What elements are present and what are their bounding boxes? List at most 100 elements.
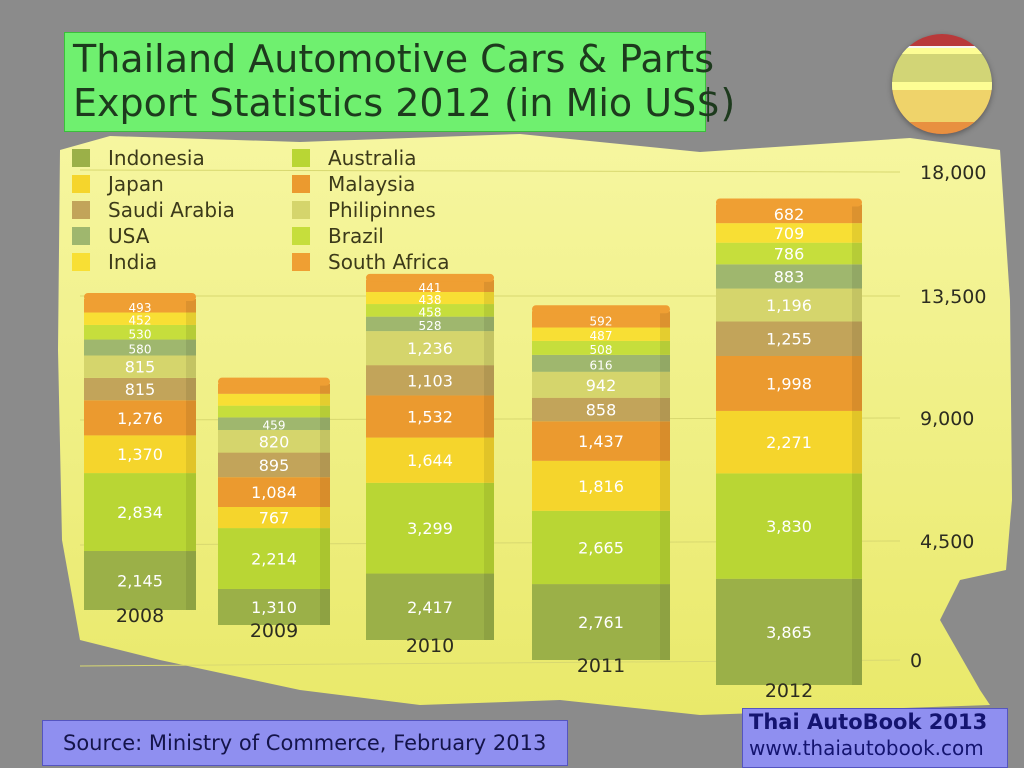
bar-segment-shade <box>320 405 330 418</box>
legend-swatch <box>72 201 90 219</box>
chart-title-line-2: Export Statistics 2012 (in Mio US$) <box>73 81 736 125</box>
chart-title-line-1: Thailand Automotive Cars & Parts <box>73 37 715 81</box>
legend-label: South Africa <box>328 250 450 274</box>
data-label: 682 <box>774 205 805 224</box>
data-label: 942 <box>586 376 617 395</box>
data-label: 2,214 <box>251 550 297 569</box>
bar-segment <box>84 312 196 325</box>
chart-title: Thailand Automotive Cars & Parts Export … <box>64 32 736 132</box>
bar-segment <box>84 339 196 356</box>
data-label: 616 <box>590 358 613 372</box>
data-label: 592 <box>590 314 613 328</box>
bar-segment <box>218 393 330 406</box>
legend-item: Saudi Arabia <box>72 198 235 222</box>
data-label: 1,310 <box>251 598 297 617</box>
bar-segment <box>366 291 494 305</box>
bar-cap <box>366 273 494 282</box>
x-category-label: 2008 <box>116 605 164 627</box>
data-label: 493 <box>129 301 152 315</box>
brand-box: Thai AutoBook 2013 www.thaiautobook.com <box>742 708 1008 768</box>
data-label: 815 <box>125 358 156 377</box>
data-label: 2,417 <box>407 598 453 617</box>
data-label: 1,196 <box>766 296 812 315</box>
bar-segment <box>84 355 196 378</box>
bar-segment <box>532 510 670 585</box>
data-label: 2,834 <box>117 503 163 522</box>
bar-segment <box>716 242 862 265</box>
y-tick-label: 4,500 <box>920 531 974 553</box>
legend-item: Brazil <box>292 224 384 248</box>
bar-segment <box>366 331 494 366</box>
bar-segment <box>366 573 494 640</box>
bar-segment-shade <box>660 510 670 585</box>
bar-segment <box>716 223 862 243</box>
bar-segment <box>84 298 196 313</box>
data-label: 1,255 <box>766 330 812 349</box>
legend-label: Brazil <box>328 224 384 248</box>
data-label: 3,830 <box>766 517 812 536</box>
bar-segment-shade <box>186 355 196 378</box>
legend-item: Indonesia <box>72 146 205 170</box>
bar-segment <box>218 383 330 394</box>
bar-segment <box>84 324 196 340</box>
bar-segment-shade <box>484 482 494 574</box>
legend-swatch <box>72 253 90 271</box>
bar-segment <box>532 584 670 660</box>
bar-segment-shade <box>852 204 862 224</box>
bar-segment-shade <box>186 324 196 340</box>
y-tick-label: 0 <box>910 650 922 672</box>
data-label: 820 <box>259 432 290 451</box>
legend-item: India <box>72 250 157 274</box>
bar-cap <box>84 292 196 301</box>
data-label: 452 <box>129 314 152 328</box>
bar-segment <box>218 430 330 453</box>
data-label: 1,084 <box>251 483 297 502</box>
bar-segment-shade <box>852 242 862 265</box>
legend-swatch <box>292 149 310 167</box>
bar-segment-shade <box>660 327 670 341</box>
data-label: 2,665 <box>578 538 624 557</box>
data-label: 1,370 <box>117 445 163 464</box>
legend-swatch <box>72 227 90 245</box>
bar-segment-shade <box>660 397 670 422</box>
data-label: 438 <box>419 293 442 307</box>
legend-item: Malaysia <box>292 172 415 196</box>
legend-label: India <box>108 250 158 274</box>
data-label: 1,644 <box>407 451 453 470</box>
bar-segment-shade <box>852 321 862 356</box>
legend-item: USA <box>72 224 149 248</box>
bar-segment-shade <box>186 298 196 313</box>
bar-segment <box>84 377 196 401</box>
bar-segment-shade <box>320 393 330 406</box>
bar-segment-shade <box>320 430 330 453</box>
data-label: 858 <box>586 401 617 420</box>
bar-segment <box>218 452 330 478</box>
bar-segment-shade <box>852 473 862 579</box>
data-label: 1,276 <box>117 409 163 428</box>
y-tick-label: 9,000 <box>920 408 974 430</box>
thailand-flag-icon <box>892 34 992 134</box>
bar-segment-shade <box>484 437 494 483</box>
data-label: 2,271 <box>766 433 812 452</box>
bar-segment-shade <box>484 279 494 292</box>
legend-label: Indonesia <box>108 146 205 170</box>
gridline-4 <box>79 169 901 173</box>
bar-segment <box>532 371 670 398</box>
bar-segment <box>84 551 196 610</box>
bar-segment <box>716 321 862 356</box>
bar-segment-shade <box>186 400 196 436</box>
bar-segment <box>716 473 862 579</box>
bar-segment <box>218 477 330 507</box>
bar-segment <box>218 588 330 625</box>
data-label: 1,816 <box>578 477 624 496</box>
bar-segment <box>366 437 494 483</box>
legend-label: USA <box>108 224 150 248</box>
bar-segment <box>532 397 670 422</box>
bar-segment-shade <box>484 573 494 640</box>
data-label: 3,865 <box>766 623 812 642</box>
legend-item: Japan <box>72 172 164 196</box>
x-category-label: 2012 <box>765 680 813 702</box>
bar-segment-shade <box>320 528 330 589</box>
data-label: 1,103 <box>407 371 453 390</box>
